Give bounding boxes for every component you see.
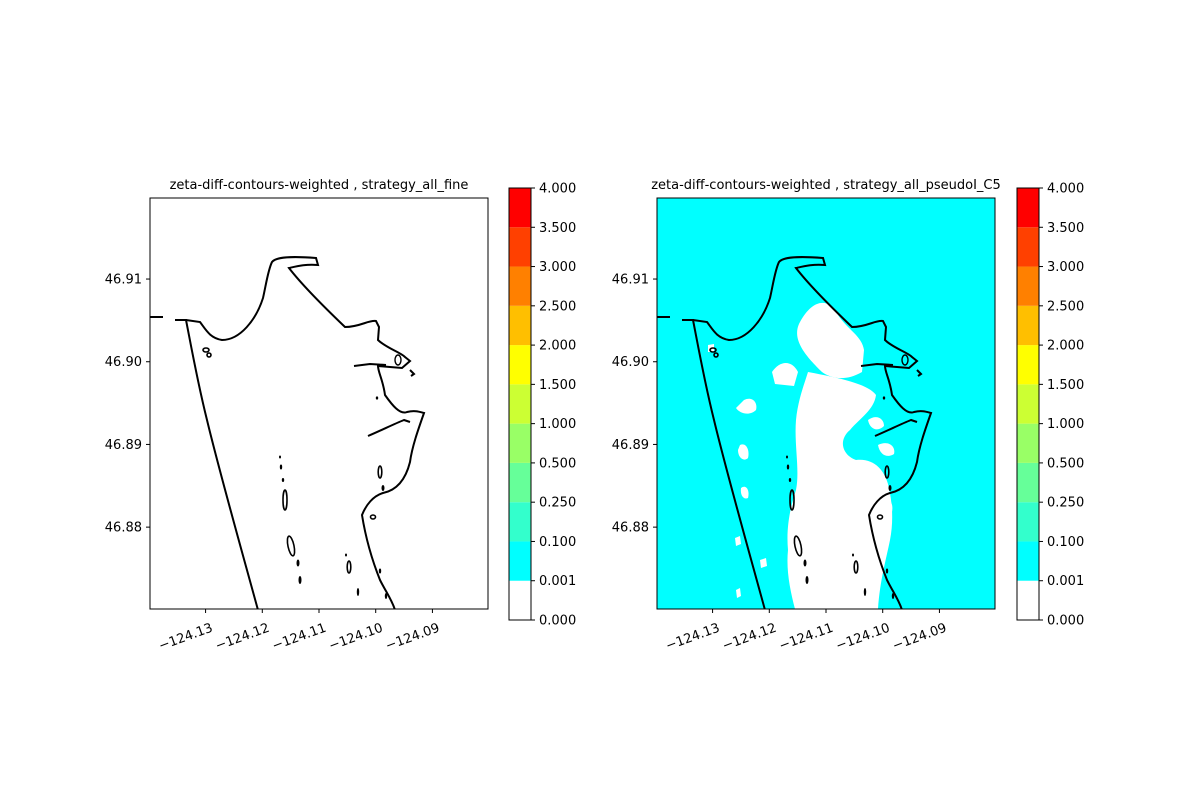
colorbar-frame	[508, 187, 532, 621]
map-panel-right: zeta-diff-contours-weighted , strategy_a…	[612, 178, 1084, 654]
colorbar-tick-label: 0.000	[539, 614, 576, 629]
colorbar-tick-label: 0.001	[1047, 574, 1084, 589]
colorbar-tick-label: 2.000	[539, 339, 576, 354]
colorbar-tick-label: 2.500	[1047, 299, 1084, 314]
colorbar-segment	[1017, 345, 1039, 385]
colorbar: 0.000 0.001 0.100 0.250 0.500 1.000 1.500 2.000…	[1016, 182, 1084, 629]
colorbar-segment	[509, 580, 531, 620]
colorbar-tick-label: 0.500	[1047, 456, 1084, 471]
colorbar-tick-label: 1.500	[1047, 378, 1084, 393]
colorbar-segment	[509, 188, 531, 228]
y-tick-label: 46.90	[105, 355, 142, 370]
y-tick-label: 46.89	[105, 438, 142, 453]
map-panel-left: zeta-diff-contours-weighted , strategy_a…	[105, 178, 576, 654]
y-tick-label: 46.88	[105, 521, 142, 536]
zeta-white-patches	[708, 302, 895, 609]
colorbar-segment	[1017, 188, 1039, 228]
colorbar-segment	[1017, 580, 1039, 620]
y-tick-label: 46.89	[612, 438, 649, 453]
colorbar-tick-label: 3.000	[1047, 260, 1084, 275]
y-tick-label: 46.90	[612, 355, 649, 370]
zeta-fill-layer	[657, 198, 995, 609]
colorbar-segment	[1017, 502, 1039, 542]
x-tick-label: −124.12	[721, 621, 779, 654]
colorbar-frame	[1016, 187, 1040, 621]
colorbar-segment	[509, 541, 531, 581]
colorbar-segment	[509, 266, 531, 306]
colorbar-tick-label: 0.001	[539, 574, 576, 589]
colorbar-tick-label: 2.500	[539, 299, 576, 314]
colorbar-segment	[509, 502, 531, 542]
x-tick-label: −124.13	[157, 621, 215, 654]
colorbar-tick-label: 0.250	[539, 496, 576, 511]
colorbar-tick-label: 1.500	[539, 378, 576, 393]
colorbar-segment	[1017, 541, 1039, 581]
colorbar-segment	[1017, 423, 1039, 463]
y-axis: 46.88 46.89 46.90 46.91	[612, 273, 657, 536]
colorbar-tick-label: 3.500	[539, 221, 576, 236]
colorbar-tick-label: 0.000	[1047, 614, 1084, 629]
x-axis: −124.13−124.12−124.11−124.10−124.09	[157, 609, 442, 654]
y-tick-label: 46.91	[105, 273, 142, 288]
colorbar-tick-label: 4.000	[1047, 182, 1084, 197]
colorbar-segment	[1017, 462, 1039, 503]
colorbar-tick-label: 0.100	[1047, 535, 1084, 550]
colorbar-segment	[1017, 384, 1039, 424]
colorbar-segment	[509, 345, 531, 385]
colorbar-tick-label: 1.000	[539, 417, 576, 432]
colorbar-segment	[1017, 305, 1039, 346]
x-axis: −124.13−124.12−124.11−124.10−124.09	[664, 609, 949, 654]
colorbar-tick-label: 0.500	[539, 456, 576, 471]
x-tick-label: −124.10	[834, 621, 892, 654]
x-tick-label: −124.11	[777, 621, 835, 654]
panel-title: zeta-diff-contours-weighted , strategy_a…	[170, 178, 469, 193]
colorbar-segment	[509, 462, 531, 503]
colorbar-segment	[1017, 227, 1039, 267]
colorbar-segment	[1017, 266, 1039, 306]
x-tick-label: −124.10	[327, 621, 385, 654]
colorbar-tick-label: 4.000	[539, 182, 576, 197]
colorbar-tick-label: 2.000	[1047, 339, 1084, 354]
x-tick-label: −124.09	[891, 621, 949, 654]
colorbar-tick-label: 1.000	[1047, 417, 1084, 432]
colorbar-segment	[509, 227, 531, 267]
colorbar-tick-label: 3.500	[1047, 221, 1084, 236]
colorbar-tick-label: 0.250	[1047, 496, 1084, 511]
y-axis: 46.88 46.89 46.90 46.91	[105, 273, 150, 536]
panel-title: zeta-diff-contours-weighted , strategy_a…	[651, 178, 1001, 193]
x-tick-label: −124.09	[384, 621, 442, 654]
colorbar-segment	[509, 305, 531, 346]
colorbar-segment	[509, 384, 531, 424]
colorbar-tick-label: 0.100	[539, 535, 576, 550]
plot-area	[150, 198, 488, 609]
x-tick-label: −124.13	[664, 621, 722, 654]
x-tick-label: −124.12	[214, 621, 272, 654]
x-tick-label: −124.11	[270, 621, 328, 654]
colorbar: 0.000 0.001 0.100 0.250 0.500 1.000 1.500 2.000…	[508, 182, 576, 629]
colorbar-tick-label: 3.000	[539, 260, 576, 275]
y-tick-label: 46.91	[612, 273, 649, 288]
colorbar-segment	[509, 423, 531, 463]
y-tick-label: 46.88	[612, 521, 649, 536]
